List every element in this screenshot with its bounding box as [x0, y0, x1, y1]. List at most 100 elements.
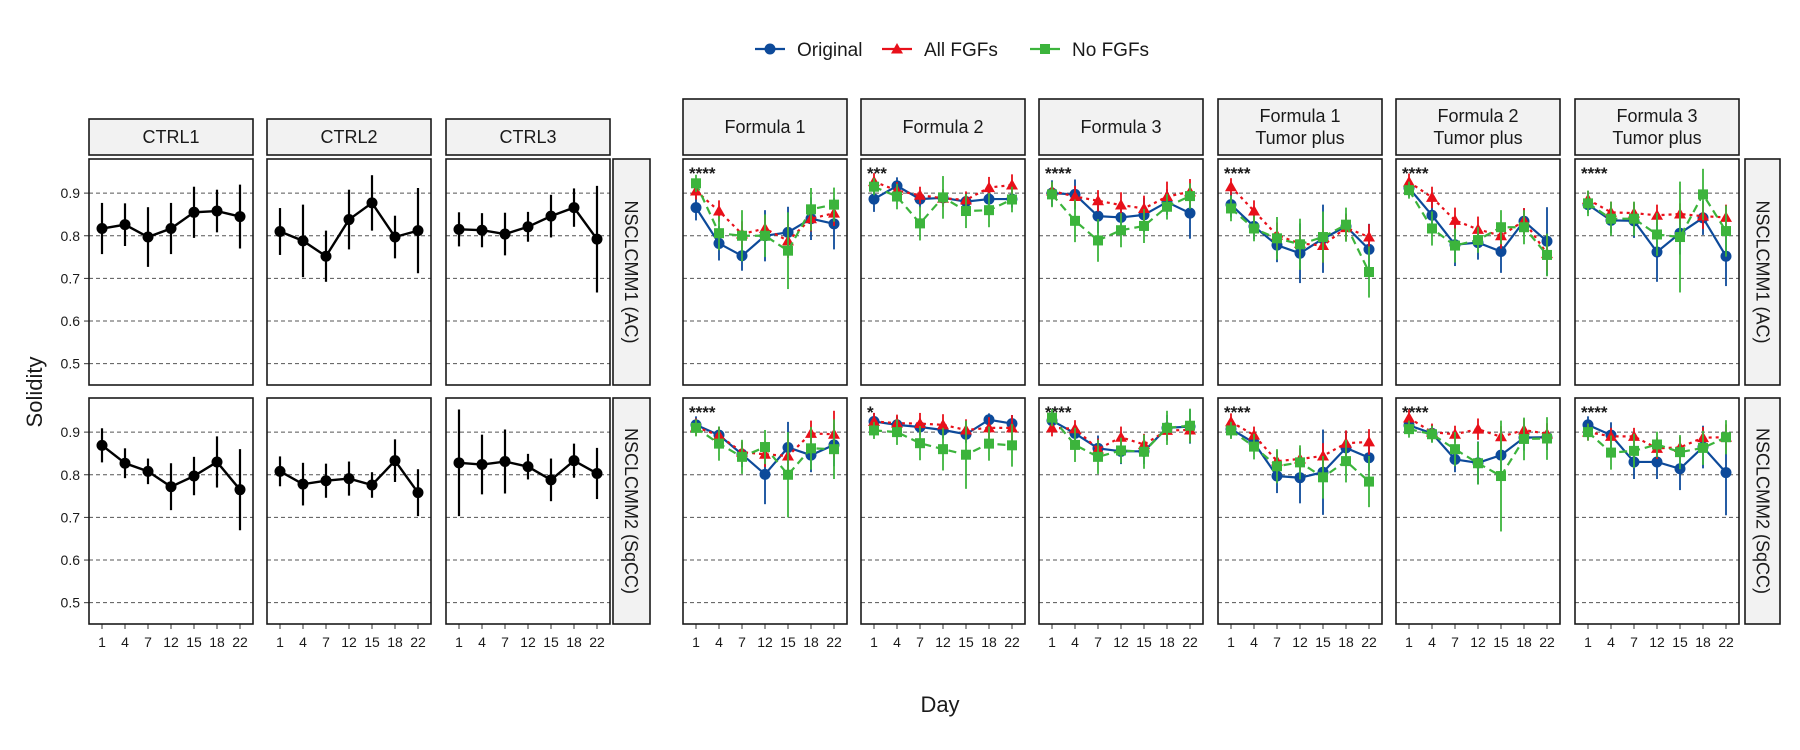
- data-point: [165, 223, 177, 235]
- data-point: [1583, 427, 1593, 438]
- x-tick-label: 22: [589, 634, 605, 650]
- panel-border: [1395, 158, 1561, 386]
- data-point: [1542, 249, 1552, 260]
- data-point: [1629, 213, 1639, 224]
- x-tick-label: 12: [520, 634, 536, 650]
- ctrl-row-strip-1: NSCLCMM1 (AC): [612, 158, 651, 386]
- data-point: [1403, 412, 1415, 423]
- column-strip-label: Formula 1: [724, 117, 805, 137]
- x-tick-label: 15: [543, 634, 559, 650]
- data-point: [1317, 449, 1329, 461]
- panel-ctrl1-row1: CTRL1 0.5 0.6 0.7 0.8 0.9: [61, 118, 254, 386]
- x-tick-label: 1: [455, 634, 463, 650]
- row-strip-box: [612, 397, 651, 625]
- data-point: [591, 467, 603, 479]
- panel-ctrl3-row2: 1 4 7 12 15 18 22: [445, 397, 611, 650]
- x-tick-label: 22: [410, 634, 426, 650]
- legend-label: No FGFs: [1072, 40, 1149, 61]
- column-strip-label: Formula 1: [1259, 106, 1340, 126]
- data-point: [1496, 471, 1506, 482]
- data-point: [1675, 232, 1685, 243]
- data-point: [938, 444, 948, 455]
- x-tick-label: 15: [780, 634, 796, 650]
- x-tick-label: 18: [387, 634, 403, 650]
- x-tick-label: 22: [1718, 634, 1734, 650]
- legend-original: Original: [755, 40, 862, 61]
- data-point: [188, 206, 200, 218]
- series-no-fgfs: [1404, 417, 1552, 532]
- panel-formula-2-tumor-plus-row2: 1 4 7 12 15 18 22****: [1395, 397, 1561, 650]
- x-tick-label: 1: [1227, 634, 1235, 650]
- data-point: [1070, 439, 1080, 450]
- data-point: [1472, 423, 1484, 434]
- data-point: [1138, 202, 1150, 213]
- y-tick-label: 0.5: [61, 595, 81, 611]
- data-point: [983, 181, 995, 193]
- x-tick-label: 22: [232, 634, 248, 650]
- data-point: [453, 457, 465, 469]
- data-point: [1225, 180, 1237, 192]
- data-point: [545, 210, 557, 222]
- row-strips: NSCLCMM1 (AC) NSCLCMM2 (SqCC) NSCLCMM1 (AC…: [612, 158, 1781, 625]
- data-point: [343, 214, 355, 226]
- x-tick-label: 4: [121, 634, 129, 650]
- panel-ctrl3-row1: CTRL3: [445, 118, 611, 386]
- data-point: [1675, 447, 1685, 458]
- data-point: [892, 427, 902, 438]
- row-strip-label: NSCLCMM2 (SqCC): [621, 428, 641, 594]
- x-tick-label: 4: [1607, 634, 1615, 650]
- data-point: [165, 481, 177, 493]
- data-point: [1364, 476, 1374, 487]
- data-point: [1295, 239, 1305, 250]
- data-point: [320, 475, 332, 487]
- data-point: [389, 455, 401, 467]
- panel-border: [1217, 397, 1383, 625]
- x-tick-label: 4: [715, 634, 723, 650]
- panel-border: [1038, 158, 1204, 386]
- data-point: [1185, 420, 1195, 431]
- data-point: [1139, 446, 1149, 457]
- panel-formula-3-row2: 1 4 7 12 15 18 22****: [1038, 397, 1204, 650]
- y-axis-label: Solidity: [22, 357, 47, 428]
- data-point: [522, 221, 534, 233]
- data-point: [1403, 176, 1415, 187]
- data-point: [1519, 222, 1529, 233]
- data-point: [1720, 467, 1732, 479]
- data-point: [366, 197, 378, 209]
- x-tick-label: 7: [322, 634, 330, 650]
- data-point: [1115, 431, 1127, 442]
- data-point: [568, 455, 580, 467]
- data-point: [1226, 203, 1236, 214]
- data-point: [869, 181, 879, 192]
- y-tick-label: 0.6: [61, 313, 81, 329]
- data-point: [1318, 232, 1328, 243]
- data-point: [1318, 472, 1328, 483]
- panel-formula-2-row1: Formula 2 ***: [860, 98, 1026, 386]
- data-point: [783, 469, 793, 480]
- panel-border: [1395, 397, 1561, 625]
- data-point: [142, 231, 154, 243]
- significance-label: ****: [1224, 403, 1251, 422]
- x-tick-label: 4: [1250, 634, 1258, 650]
- legend: Original All FGFs No FGFs: [755, 40, 1149, 61]
- data-point: [961, 449, 971, 460]
- data-point: [412, 487, 424, 499]
- data-point: [737, 230, 747, 241]
- series-control: [453, 185, 603, 293]
- column-strip: [860, 98, 1026, 156]
- data-point: [1092, 210, 1104, 222]
- data-point: [1449, 214, 1461, 225]
- column-strip: [682, 98, 848, 156]
- series-no-fgfs: [1226, 195, 1374, 298]
- y-tick-label: 0.9: [61, 424, 81, 440]
- x-tick-label: 12: [757, 634, 773, 650]
- x-tick-label: 4: [893, 634, 901, 650]
- data-point: [984, 205, 994, 216]
- legend-no-fgfs: No FGFs: [1030, 40, 1149, 61]
- column-strip-label: Tumor plus: [1255, 128, 1344, 148]
- row-strip-box: [1744, 158, 1781, 386]
- x-tick-label: 4: [1428, 634, 1436, 650]
- data-point: [1473, 235, 1483, 246]
